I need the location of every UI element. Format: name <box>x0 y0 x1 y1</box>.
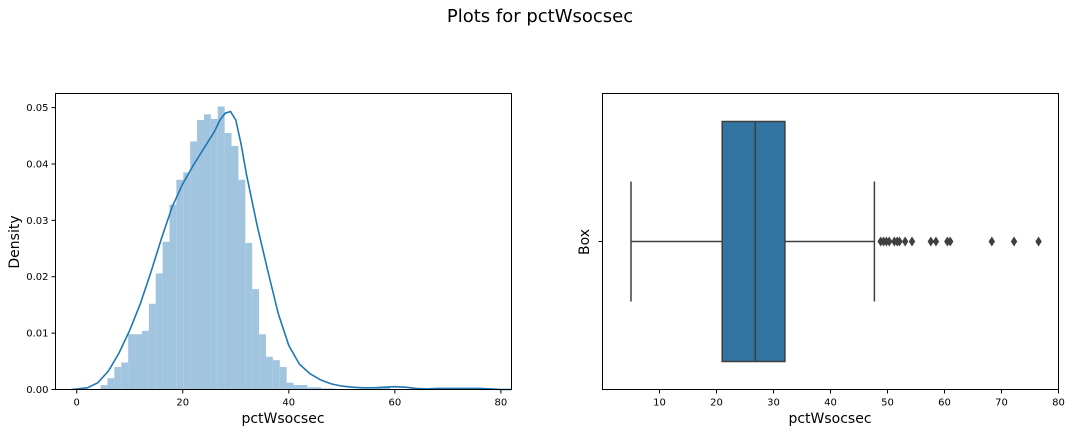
histogram-bar <box>266 356 273 390</box>
histogram-bar <box>321 388 329 390</box>
outlier-point <box>896 236 903 247</box>
histogram-bar <box>279 366 287 390</box>
x-tick-label: 80 <box>495 398 508 409</box>
histogram-bar <box>169 204 177 390</box>
histogram-bar <box>314 387 322 390</box>
histogram-bar <box>162 241 170 390</box>
histogram-x-ticks: 0 20 40 60 80 <box>74 389 508 409</box>
boxplot-panel: 10 20 30 40 50 60 70 80 pctWsocsec Box <box>577 93 1065 427</box>
histogram-bar <box>128 334 136 390</box>
boxplot-frame <box>602 93 1059 390</box>
outlier-point <box>1010 236 1018 247</box>
histogram-bars <box>100 106 480 390</box>
histogram-frame <box>55 93 512 390</box>
histogram-bar <box>114 366 122 390</box>
outlier-point <box>932 236 940 247</box>
histogram-bar <box>376 387 384 390</box>
x-tick-label: 0 <box>74 398 80 409</box>
boxplot-outliers <box>877 236 1042 247</box>
histogram-bar <box>141 330 149 390</box>
histogram-bar <box>148 303 156 390</box>
y-tick-label: 0.02 <box>26 272 48 283</box>
x-tick-label: 60 <box>938 398 951 409</box>
x-tick-label: 50 <box>881 398 894 409</box>
histogram-y-ticks: 0.00 0.01 0.02 0.03 0.04 0.05 <box>26 103 56 396</box>
x-tick-label: 30 <box>767 398 780 409</box>
histogram-bar <box>252 289 260 390</box>
histogram-x-label: pctWsocsec <box>241 411 324 427</box>
histogram-bar <box>135 334 142 390</box>
outlier-point <box>908 236 916 247</box>
y-tick-label: 0.05 <box>26 103 48 114</box>
histogram-bar <box>203 114 211 390</box>
histogram-bar <box>272 360 280 390</box>
histogram-bar <box>238 179 246 390</box>
boxplot-x-label: pctWsocsec <box>788 411 871 427</box>
histogram-y-label: Density <box>7 215 23 268</box>
boxplot <box>630 120 876 363</box>
boxplot-x-ticks: 10 20 30 40 50 60 70 80 <box>653 389 1065 409</box>
boxplot-y-label: Box <box>577 229 593 255</box>
x-tick-label: 20 <box>176 398 189 409</box>
histogram-bar <box>176 179 184 390</box>
histogram-bar <box>383 387 391 390</box>
y-tick-label: 0.00 <box>26 385 48 396</box>
outlier-point <box>927 236 935 247</box>
histogram-bar <box>183 172 191 390</box>
x-tick-label: 60 <box>388 398 401 409</box>
histogram-bar <box>210 118 218 390</box>
histogram-bar <box>155 273 163 390</box>
histogram-bar <box>224 132 232 390</box>
x-tick-label: 40 <box>282 398 295 409</box>
interquartile-box <box>721 120 786 363</box>
outlier-point <box>886 236 893 247</box>
y-tick-label: 0.01 <box>26 329 48 340</box>
x-tick-label: 40 <box>824 398 837 409</box>
figure-title: Plots for pctWsocsec <box>447 6 633 27</box>
x-tick-label: 20 <box>710 398 723 409</box>
histogram-bar <box>307 387 315 390</box>
outlier-point <box>1035 236 1042 247</box>
x-tick-label: 80 <box>1052 398 1065 409</box>
histogram-bar <box>190 141 198 390</box>
histogram-bar <box>286 382 294 390</box>
kde-curve <box>71 110 512 391</box>
outlier-point <box>988 236 996 247</box>
histogram-bar <box>197 119 204 390</box>
y-tick-label: 0.03 <box>26 216 48 227</box>
histogram-bar <box>293 384 301 390</box>
histogram-bar <box>328 388 335 390</box>
histogram-panel: 0 20 40 60 80 0.00 0.01 0.02 0.03 0.04 0.05 pctWs… <box>7 93 512 427</box>
y-tick-label: 0.04 <box>26 159 48 170</box>
histogram-bar <box>121 362 129 390</box>
x-tick-label: 10 <box>653 398 666 409</box>
histogram-bar <box>107 378 115 390</box>
histogram-bar <box>300 384 308 390</box>
outlier-point <box>947 236 954 247</box>
histogram-bar <box>245 242 253 390</box>
histogram-bar <box>231 145 239 390</box>
histogram-bar <box>100 384 108 390</box>
x-tick-label: 70 <box>995 398 1008 409</box>
histogram-bar <box>259 334 267 390</box>
histogram-bar <box>217 106 225 390</box>
outlier-point <box>901 236 909 247</box>
